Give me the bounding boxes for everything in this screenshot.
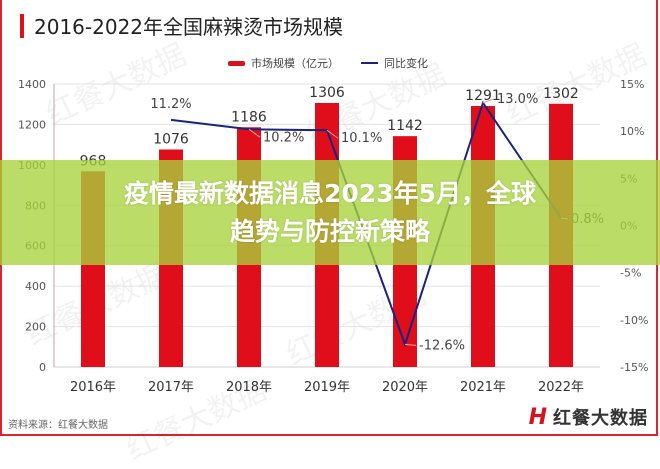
bar-value-label: 1142	[387, 118, 423, 134]
brand-logo: H 红餐大数据	[529, 404, 648, 430]
brand-h-icon: H	[528, 404, 547, 430]
left-axis-tick: 0	[39, 361, 46, 374]
bar-value-label: 1306	[309, 85, 345, 101]
headline-line-2: 趋势与防控新策略	[229, 217, 430, 246]
bar-value-label: 1302	[543, 86, 579, 102]
line-value-label: 11.2%	[150, 97, 191, 112]
chart-title: 2016-2022年全国麻辣烫市场规模	[34, 15, 344, 39]
headline: 疫情最新数据消息2023年5月，全球 趋势与防控新策略	[0, 175, 660, 251]
line-value-label: 10.1%	[341, 131, 382, 146]
right-axis-tick: 10%	[620, 125, 644, 138]
left-axis-tick: 1400	[18, 78, 46, 91]
x-axis-label: 2020年	[382, 380, 428, 395]
headline-banner	[0, 160, 660, 265]
left-axis-tick: 1200	[18, 118, 46, 131]
left-axis-tick: 200	[25, 321, 46, 334]
right-axis-tick: 15%	[620, 78, 644, 91]
x-axis-label: 2018年	[226, 380, 272, 395]
line-value-label: 10.2%	[263, 130, 304, 145]
title-accent-bar	[20, 14, 24, 38]
line-value-label: -12.6%	[419, 338, 465, 353]
right-axis-tick: -10%	[620, 314, 648, 327]
legend-bar-label: 市场规模（亿元）	[251, 57, 339, 70]
chart-legend: 市场规模（亿元） 同比变化	[228, 55, 428, 71]
right-axis-tick: -15%	[620, 361, 648, 374]
source-note: 资料来源：红餐大数据	[8, 420, 108, 431]
legend-bar-swatch-icon	[228, 60, 245, 66]
bar-value-label: 1186	[231, 109, 267, 125]
headline-line-1: 疫情最新数据消息2023年5月，全球	[124, 179, 536, 208]
x-axis-labels: 2016年 2017年 2018年 2019年 2020年 2021年 2022年	[70, 380, 584, 395]
x-axis-label: 2019年	[304, 380, 350, 395]
x-axis-label: 2022年	[538, 380, 584, 395]
line-value-label: 13.0%	[497, 92, 538, 107]
legend-line-swatch-icon	[361, 62, 378, 64]
x-axis-label: 2021年	[460, 380, 506, 395]
bar-value-label: 1076	[153, 131, 189, 147]
right-axis-tick: -5%	[620, 267, 641, 280]
brand-name: 红餐大数据	[553, 408, 648, 429]
legend-line-label: 同比变化	[384, 57, 428, 70]
left-axis-tick: 400	[25, 280, 46, 293]
x-axis-label: 2017年	[148, 380, 194, 395]
x-axis-label: 2016年	[70, 380, 116, 395]
